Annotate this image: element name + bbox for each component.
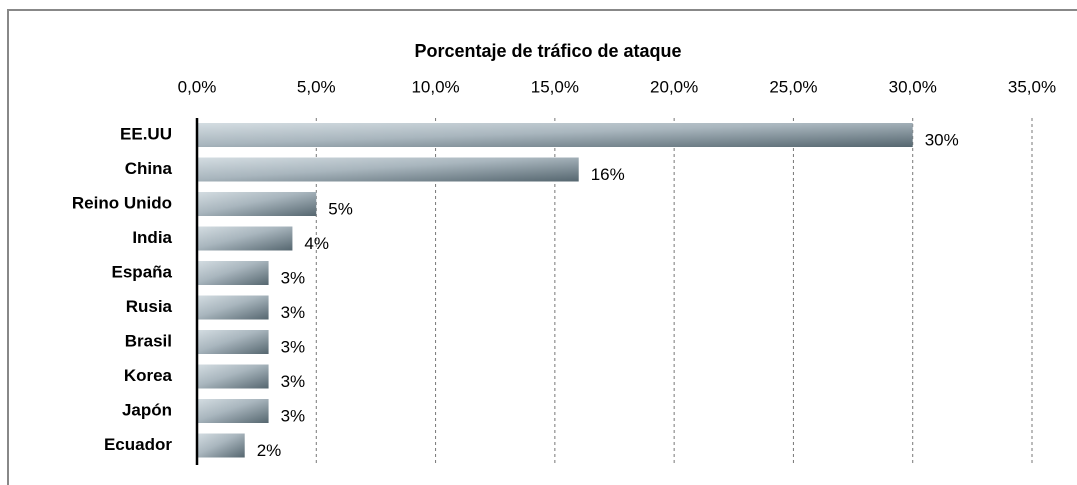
- data-label: 2%: [257, 441, 282, 460]
- bar: [197, 261, 269, 285]
- bar: [197, 123, 913, 147]
- x-tick-label: 30,0%: [889, 77, 937, 96]
- y-tick-label: Brasil: [125, 331, 172, 350]
- data-label: 4%: [304, 234, 329, 253]
- bar: [197, 295, 269, 320]
- x-tick-label: 25,0%: [769, 77, 817, 96]
- x-tick-label: 10,0%: [411, 77, 459, 96]
- y-tick-label: Rusia: [126, 297, 173, 316]
- bar: [197, 364, 269, 389]
- y-tick-label: Korea: [124, 366, 173, 385]
- bar: [197, 433, 245, 458]
- y-tick-label: Japón: [122, 400, 172, 419]
- data-label: 3%: [281, 337, 306, 356]
- y-tick-label: EE.UU: [120, 124, 172, 143]
- data-label: 3%: [281, 406, 306, 425]
- bar: [197, 157, 579, 182]
- y-tick-label: China: [125, 159, 173, 178]
- y-tick-label: India: [132, 228, 172, 247]
- x-tick-label: 5,0%: [297, 77, 336, 96]
- x-tick-label: 0,0%: [178, 77, 217, 96]
- x-tick-label: 35,0%: [1008, 77, 1056, 96]
- data-label: 16%: [591, 165, 625, 184]
- bar: [197, 192, 317, 216]
- data-label: 3%: [281, 372, 306, 391]
- data-label: 3%: [281, 268, 306, 287]
- data-label: 3%: [281, 303, 306, 322]
- bar: [197, 399, 269, 423]
- bar: [197, 226, 293, 251]
- y-tick-label: Reino Unido: [72, 193, 172, 212]
- bar: [197, 330, 269, 354]
- chart-title: Porcentaje de tráfico de ataque: [414, 41, 681, 61]
- data-label: 5%: [328, 199, 353, 218]
- x-tick-label: 20,0%: [650, 77, 698, 96]
- y-tick-label: Ecuador: [104, 435, 172, 454]
- x-tick-label: 15,0%: [531, 77, 579, 96]
- data-label: 30%: [925, 130, 959, 149]
- y-tick-label: España: [112, 262, 173, 281]
- frame: [7, 9, 1077, 485]
